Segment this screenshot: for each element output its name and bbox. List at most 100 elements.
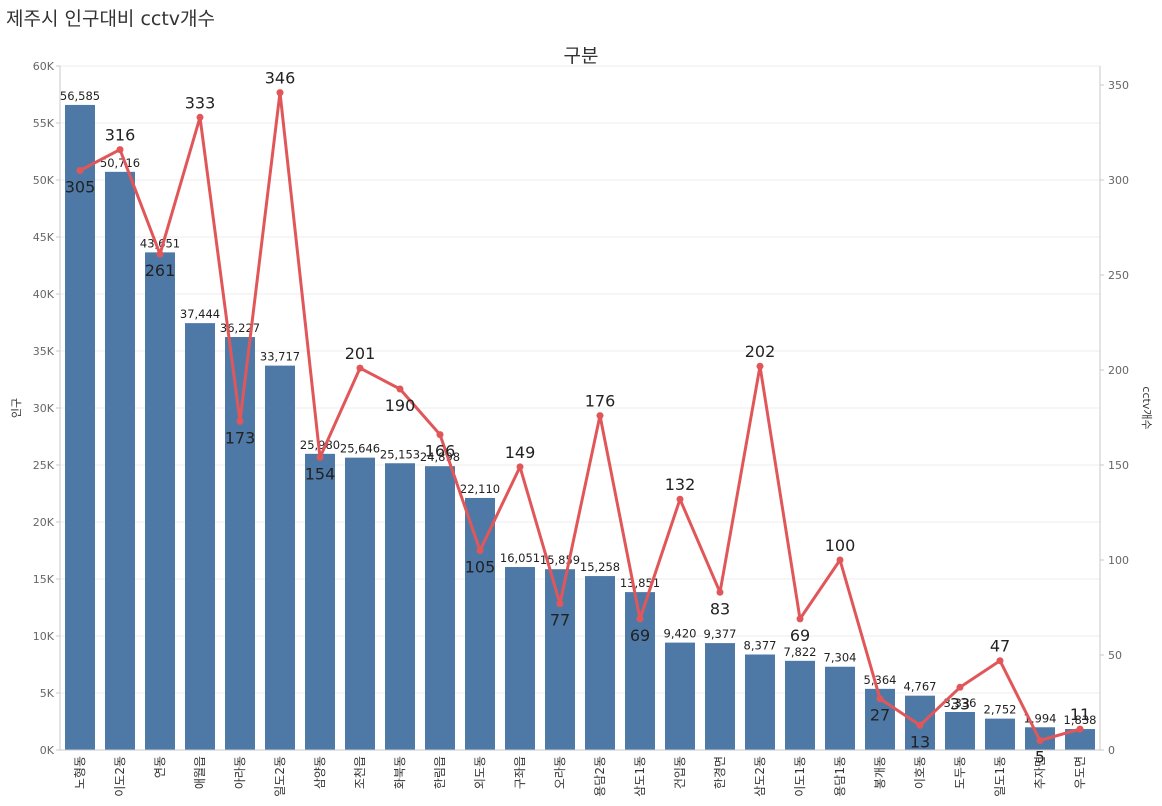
y-right-tick-label: 300 (1108, 174, 1129, 187)
bar (105, 171, 135, 751)
line-value-label: 176 (585, 392, 616, 411)
y-right-tick-label: 200 (1108, 364, 1129, 377)
bar-value-label: 8,377 (744, 639, 777, 653)
x-tick-label: 구좌읍 (513, 756, 527, 789)
line-point (276, 89, 284, 97)
y-axis-left-ticks: 0K 5K 10K 15K 20K 25K 30K 35K 40K 45K 50K 55K 60K (33, 60, 60, 757)
cctv-line (79, 91, 1081, 742)
y-axis-right-ticks: 0 50 100 150 200 250 300 350 (1100, 79, 1129, 757)
chart-title: 구분 (564, 45, 599, 67)
bar-value-label: 9,420 (664, 627, 697, 641)
bar-value-label: 16,051 (500, 551, 540, 565)
bar (265, 365, 295, 750)
line-point (836, 556, 844, 564)
line-value-label: 13 (910, 732, 930, 751)
line-point (396, 385, 404, 393)
page-title: 제주시 인구대비 cctv개수 (6, 8, 215, 30)
bar-value-label: 1,838 (1064, 713, 1097, 727)
line-point (356, 364, 364, 372)
line-point (716, 588, 724, 596)
x-axis-tick-labels: 노형동 이도2동 연동 애월읍 아라동 일도2동 삼양동 조천읍 화북동 한림읍 외도동 구좌읍 오라동… (73, 756, 1087, 797)
y-left-tick-label: 5K (40, 687, 55, 700)
bar-value-label: 3,336 (944, 696, 977, 710)
line-point (156, 250, 164, 258)
x-tick-label: 오라동 (553, 756, 567, 789)
line-point (476, 547, 484, 554)
bar-data-labels: 56,58550,71643,65137,44436,22733,71725,9… (60, 89, 1097, 727)
bar (545, 569, 575, 750)
bar (785, 660, 815, 750)
y-left-tick-label: 50K (33, 174, 55, 187)
bar-value-label: 2,752 (984, 703, 1017, 717)
bar-series (65, 104, 1095, 751)
bar (465, 497, 495, 750)
line-point (796, 615, 804, 623)
line-point (876, 695, 884, 703)
y-left-tick-label: 25K (33, 459, 55, 472)
line-point (316, 453, 324, 461)
bar (305, 453, 335, 750)
x-tick-label: 이도1동 (793, 756, 807, 797)
x-tick-label: 애월읍 (193, 756, 207, 789)
y-left-tick-label: 35K (33, 345, 55, 358)
y-left-tick-label: 60K (33, 60, 55, 73)
y-axis-right-label: cctv개수 (1140, 386, 1153, 429)
bar (825, 666, 855, 750)
x-tick-label: 외도동 (473, 756, 487, 789)
bar (345, 457, 375, 750)
line-value-label: 77 (550, 611, 570, 630)
bar (745, 654, 775, 750)
x-tick-label: 봉개동 (873, 756, 887, 789)
y-left-tick-label: 45K (33, 231, 55, 244)
axes (59, 66, 1101, 751)
bar (65, 104, 95, 750)
bar (945, 711, 975, 750)
x-tick-label: 추자면 (1033, 756, 1047, 789)
line-point (116, 146, 124, 154)
x-tick-label: 삼양동 (313, 756, 327, 789)
gridlines (60, 65, 1100, 751)
line-point (956, 683, 964, 691)
bar-value-label: 50,716 (100, 156, 140, 170)
bar-value-label: 9,377 (704, 627, 737, 641)
line-value-label: 333 (185, 93, 216, 112)
y-left-tick-label: 55K (33, 117, 55, 130)
bar-value-label: 22,110 (460, 482, 500, 496)
line-value-label: 305 (65, 178, 96, 197)
line-value-label: 166 (425, 442, 456, 461)
line-point (756, 362, 764, 370)
line-point (1036, 737, 1044, 744)
line-value-label: 69 (790, 626, 810, 645)
line-value-label: 105 (465, 558, 496, 577)
line-point (236, 417, 244, 425)
bar (665, 642, 695, 750)
bar-value-label: 7,304 (824, 651, 857, 665)
bar-value-label: 25,646 (340, 442, 380, 456)
line-value-label: 47 (990, 637, 1010, 656)
bar-value-label: 7,822 (784, 645, 817, 659)
line-point (916, 721, 924, 729)
bar (145, 252, 175, 750)
bar (425, 466, 455, 750)
bar (225, 337, 255, 750)
line-value-label: 100 (825, 536, 856, 555)
line-value-label: 261 (145, 261, 176, 280)
x-tick-label: 용담1동 (833, 756, 847, 797)
line-value-label: 154 (305, 464, 336, 483)
line-value-label: 5 (1035, 748, 1045, 767)
y-left-tick-label: 40K (33, 288, 55, 301)
y-left-tick-label: 20K (33, 516, 55, 529)
y-left-tick-label: 30K (33, 402, 55, 415)
line-point (996, 657, 1004, 665)
bar (185, 323, 215, 750)
line-value-label: 346 (265, 69, 296, 88)
bar (505, 567, 535, 750)
bar-value-label: 5,364 (864, 673, 897, 687)
y-left-tick-label: 15K (33, 573, 55, 586)
bar-value-label: 43,651 (140, 236, 180, 250)
line-value-label: 11 (1070, 705, 1090, 724)
line-point (516, 463, 524, 471)
bar (1065, 729, 1095, 750)
